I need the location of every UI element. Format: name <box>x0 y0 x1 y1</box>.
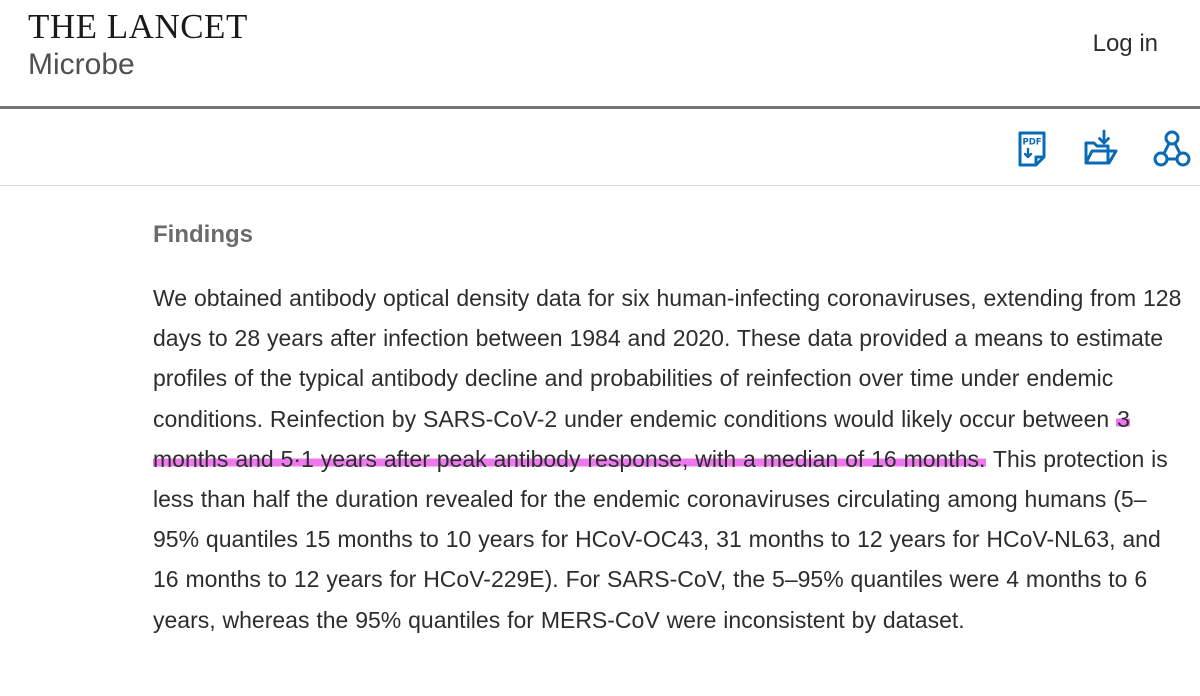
journal-title: THE LANCET <box>28 7 248 46</box>
journal-logo[interactable]: THE LANCET Microbe <box>28 8 248 82</box>
article-toolbar: PDF <box>0 109 1200 186</box>
share-network-icon[interactable] <box>1152 129 1192 169</box>
download-folder-icon[interactable] <box>1082 129 1122 169</box>
paragraph-text-after: This protection is less than half the du… <box>153 445 1168 633</box>
findings-paragraph: We obtained antibody optical density dat… <box>153 278 1183 640</box>
pdf-icon[interactable]: PDF <box>1014 129 1054 169</box>
section-heading: Findings <box>153 221 253 248</box>
site-header: THE LANCET Microbe Log in <box>0 0 1200 109</box>
login-link[interactable]: Log in <box>1092 30 1158 57</box>
journal-subtitle: Microbe <box>28 48 135 81</box>
paragraph-text-before: We obtained antibody optical density dat… <box>153 285 1182 432</box>
svg-text:PDF: PDF <box>1023 138 1042 148</box>
article-findings-section: Findings We obtained antibody optical de… <box>153 218 1183 640</box>
